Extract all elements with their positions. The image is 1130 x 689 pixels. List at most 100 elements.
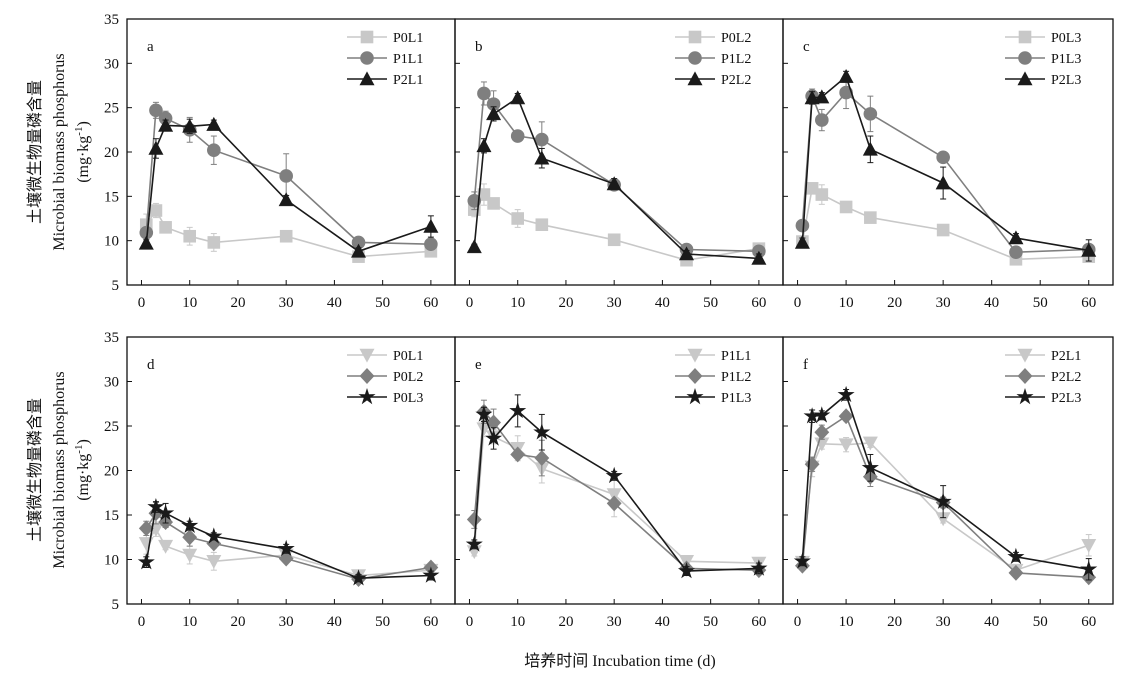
data-point — [814, 424, 830, 441]
x-tick-label: 0 — [138, 614, 146, 630]
x-tick-label: 20 — [887, 614, 902, 630]
legend-marker — [688, 51, 702, 65]
legend-marker — [360, 30, 374, 44]
x-tick-label: 60 — [1081, 295, 1096, 311]
x-tick-label: 40 — [984, 295, 999, 311]
data-point — [349, 569, 368, 586]
data-point — [510, 129, 525, 143]
series-p2l1: P2L1 — [138, 71, 439, 258]
data-point — [137, 553, 155, 570]
data-point — [467, 193, 482, 208]
x-tick-label: 50 — [375, 614, 390, 630]
data-point — [862, 141, 878, 156]
data-point — [511, 212, 525, 225]
data-point — [487, 197, 500, 210]
series-p0l3: P0L3 — [137, 388, 440, 586]
y-unit-end: ) — [75, 121, 92, 126]
data-point — [158, 539, 174, 554]
data-point — [207, 236, 221, 249]
data-point — [750, 559, 768, 576]
x-tick-label: 60 — [751, 614, 766, 630]
data-point — [535, 132, 549, 147]
y-tick-label: 30 — [104, 375, 119, 391]
data-point — [278, 192, 294, 207]
panel-letter: f — [803, 357, 808, 373]
legend-marker — [687, 71, 703, 86]
legend-label: P2L2 — [1051, 370, 1081, 385]
data-point — [936, 150, 950, 165]
y-axis-unit-bottom: (mg·kg-1) — [73, 439, 92, 501]
x-tick-label: 40 — [655, 295, 670, 311]
data-point — [206, 554, 222, 569]
x-tick-label: 50 — [1033, 295, 1048, 311]
legend-label: P2L3 — [1051, 391, 1081, 406]
x-tick-label: 20 — [230, 295, 245, 311]
panels: 0 10 20 30 40 50 605101520253035aP0L1P1L1P2L10… — [104, 12, 1114, 630]
legend-marker — [1016, 388, 1034, 405]
legend-label: P0L3 — [1051, 31, 1081, 46]
legend-label: P1L1 — [721, 349, 751, 364]
data-point — [465, 535, 483, 552]
y-tick-label: 20 — [104, 145, 119, 161]
legend-label: P1L1 — [393, 52, 423, 67]
legend-marker — [1018, 51, 1032, 65]
x-tick-label: 60 — [423, 614, 438, 630]
chart-panel-d: 0 10 20 30 40 50 60 5 10 15 20 25 30 35 d P0L1 P0L2 P0L3 — [104, 330, 456, 630]
data-point — [934, 492, 952, 509]
x-tick-label: 10 — [510, 295, 525, 311]
data-point — [277, 539, 295, 557]
data-point — [148, 140, 164, 155]
data-point — [677, 562, 696, 579]
series-p1l3: P1L3 — [465, 388, 768, 579]
data-point — [510, 446, 526, 463]
legend-marker — [688, 30, 702, 44]
y-unit-main: (mg·kg — [75, 454, 92, 501]
series-p1l2: P1L2 — [467, 51, 766, 259]
data-point — [838, 69, 854, 83]
data-point — [534, 150, 550, 165]
y-axis-title-en-top: Microbial biomass phosphorus — [51, 53, 68, 250]
data-point — [477, 86, 491, 101]
y-tick-label: 35 — [104, 330, 119, 346]
x-tick-label: 60 — [423, 295, 438, 311]
data-point — [182, 529, 198, 546]
legend-label: P0L1 — [393, 31, 423, 46]
legend-label: P0L2 — [721, 31, 751, 46]
y-unit-sup: -1 — [73, 445, 85, 454]
chart-panel-b: 0 10 20 30 40 50 60 b P0L2 P1L2 P2L2 — [454, 18, 784, 311]
x-tick-label: 10 — [182, 614, 197, 630]
y-axis-title-cn-bottom: 土壤微生物量磷含量 — [25, 398, 44, 542]
data-point — [183, 229, 197, 243]
x-tick-label: 40 — [327, 295, 342, 311]
x-tick-label: 50 — [1033, 614, 1048, 630]
data-point — [837, 385, 855, 403]
x-tick-label: 50 — [703, 295, 718, 311]
panel-letter: d — [147, 357, 155, 373]
data-point — [475, 405, 493, 422]
data-point — [936, 223, 950, 237]
data-point — [181, 516, 199, 534]
legend-marker — [359, 348, 375, 363]
data-point — [794, 234, 810, 249]
y-tick-label: 5 — [112, 278, 120, 294]
data-point — [1080, 560, 1098, 577]
series-p0l3: P0L3 — [796, 30, 1096, 266]
data-point — [1081, 242, 1097, 257]
data-point — [533, 423, 551, 440]
data-point — [815, 113, 829, 127]
panel-letter: e — [475, 357, 482, 373]
legend-marker — [687, 348, 703, 363]
x-tick-label: 20 — [887, 295, 902, 311]
data-point — [607, 233, 621, 247]
data-point — [606, 488, 622, 503]
y-axis-title-en-bottom: Microbial biomass phosphorus — [51, 371, 68, 568]
data-point — [485, 429, 503, 446]
legend-marker — [1017, 368, 1033, 384]
data-point — [422, 566, 440, 583]
legend-marker — [1017, 348, 1033, 363]
data-point — [815, 188, 829, 201]
y-tick-label: 5 — [112, 597, 120, 613]
x-tick-label: 60 — [751, 295, 766, 311]
x-tick-label: 30 — [936, 295, 951, 311]
